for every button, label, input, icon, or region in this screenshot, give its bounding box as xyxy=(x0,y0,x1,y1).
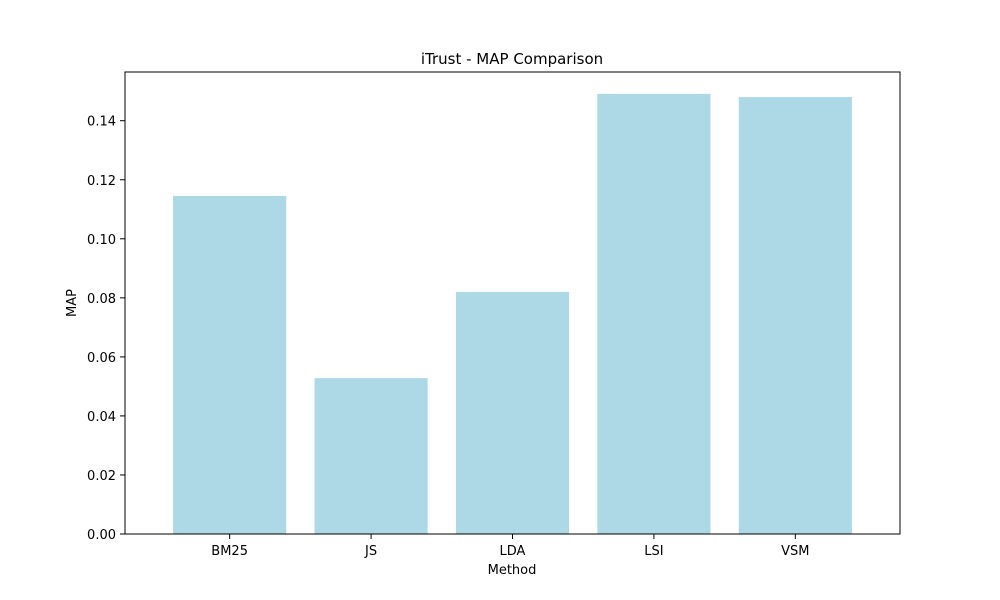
y-tick-label: 0.04 xyxy=(87,410,116,425)
x-axis-label: Method xyxy=(488,563,537,578)
y-axis: 0.00 0.02 0.04 0.06 0.08 0.10 0.12 0.14 xyxy=(87,115,125,543)
x-tick-label: LDA xyxy=(500,544,526,559)
bar-js xyxy=(314,378,428,534)
y-tick-label: 0.12 xyxy=(87,174,116,189)
y-tick-label: 0.02 xyxy=(87,469,116,484)
chart-title: iTrust - MAP Comparison xyxy=(421,50,603,68)
bar-bm25 xyxy=(173,195,287,534)
plot-frame xyxy=(124,71,901,535)
x-axis: BM25 JS LDA LSI VSM xyxy=(211,534,810,559)
bar-vsm xyxy=(738,97,852,534)
y-tick-label: 0.08 xyxy=(87,292,116,307)
y-axis-label: MAP xyxy=(65,289,80,317)
x-tick-label: LSI xyxy=(644,544,663,559)
y-tick-label: 0.00 xyxy=(87,528,116,543)
y-tick-label: 0.14 xyxy=(87,115,116,130)
x-tick-label: BM25 xyxy=(211,544,248,559)
y-tick-label: 0.06 xyxy=(87,351,116,366)
bars-group xyxy=(173,93,852,534)
bar-lsi xyxy=(597,93,711,534)
bar-lda xyxy=(455,291,570,534)
x-tick-label: VSM xyxy=(781,544,809,559)
x-tick-label: JS xyxy=(364,544,377,559)
y-tick-label: 0.10 xyxy=(87,233,116,248)
